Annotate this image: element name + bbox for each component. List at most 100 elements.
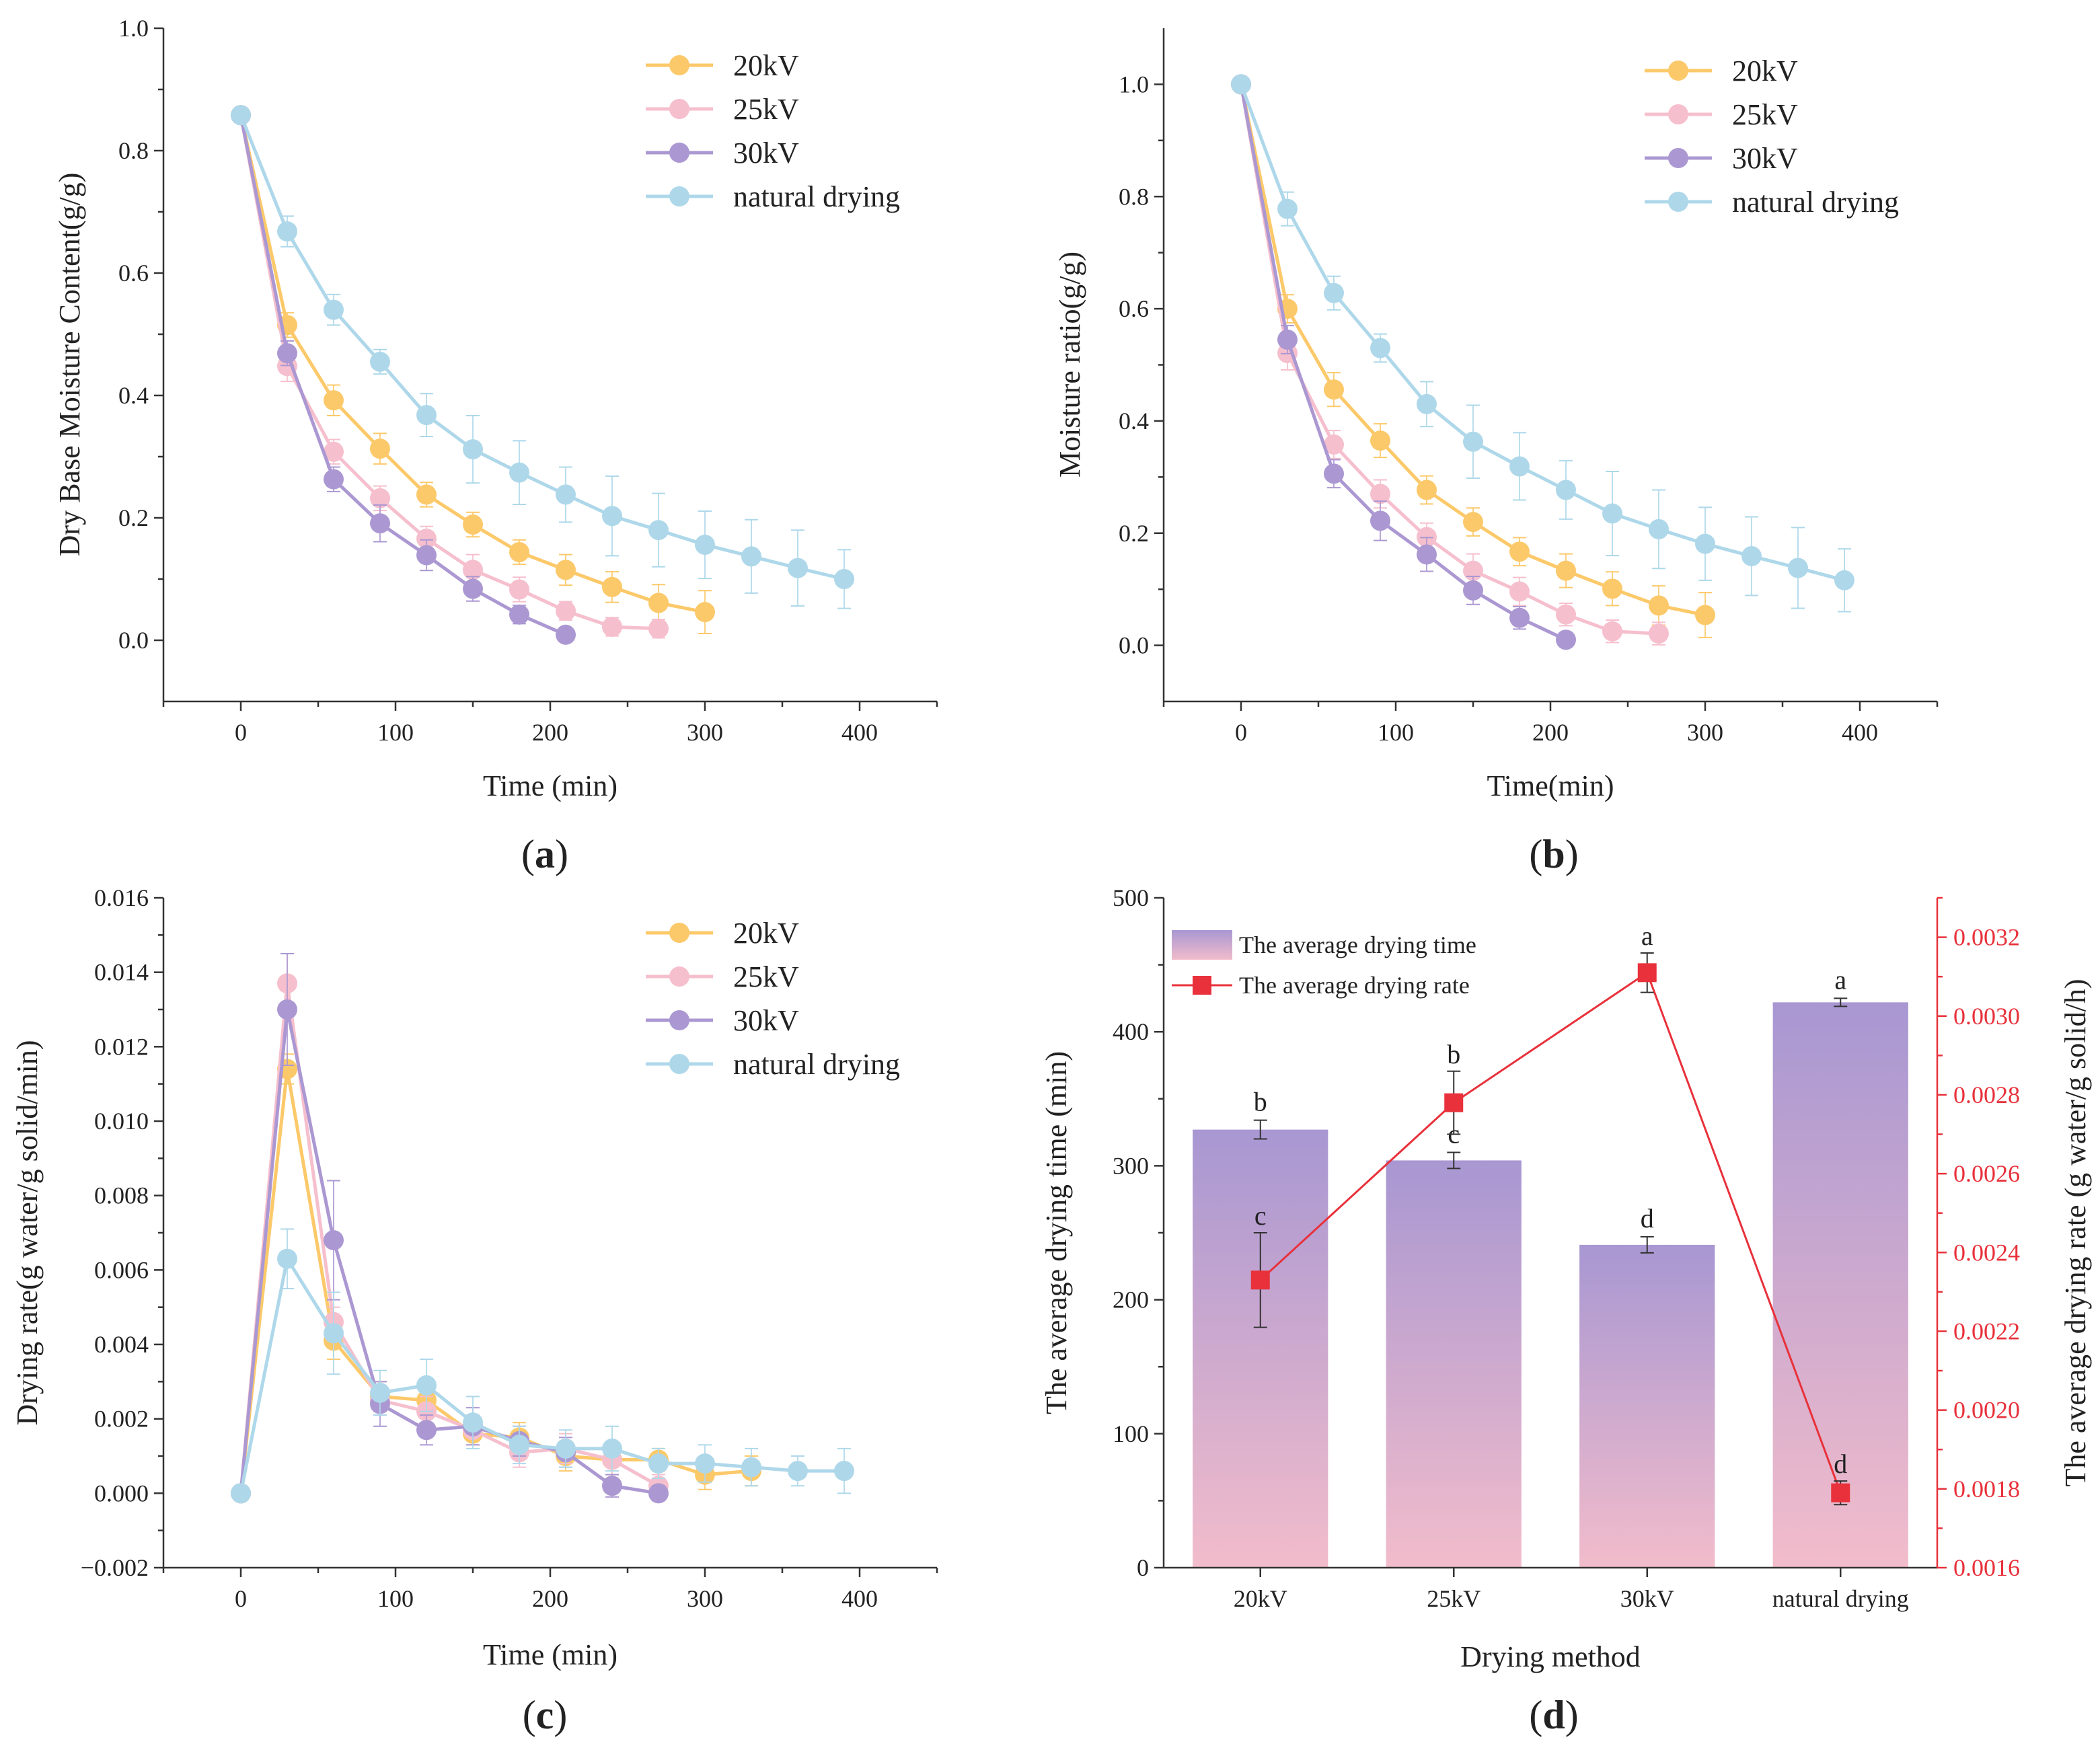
rate-significance-letter: b — [1447, 1039, 1460, 1069]
data-point — [1695, 533, 1715, 554]
legend: 20kV 25kV 30kV natural drying — [646, 49, 900, 213]
x-tick-label: 300 — [1687, 719, 1723, 746]
data-point — [277, 221, 297, 242]
data-point — [648, 1453, 669, 1474]
panel-label-c-letter: c — [536, 1693, 554, 1737]
legend: 20kV 25kV 30kV natural drying — [646, 917, 900, 1081]
series-line-25kv — [1239, 83, 1659, 636]
data-point — [463, 578, 483, 599]
data-point — [324, 299, 344, 320]
y-tick-label: 500 — [1113, 884, 1149, 911]
data-point — [1695, 605, 1715, 625]
data-point — [277, 1248, 297, 1269]
y-right-tick-label: 0.0028 — [1953, 1081, 2020, 1108]
series-30kv — [231, 105, 576, 645]
y-tick-label: 0.6 — [1119, 295, 1149, 322]
data-point — [1649, 595, 1669, 616]
data-point — [648, 1483, 669, 1504]
series-30kv — [1231, 74, 1576, 650]
data-point — [416, 484, 437, 505]
y-axis-title-right: The average drying rate (g water/g solid… — [2059, 979, 2092, 1486]
y-tick-label: −0.002 — [81, 1554, 149, 1581]
data-point — [416, 528, 437, 549]
y-tick-label: 1.0 — [1119, 71, 1149, 98]
x-tick-label: 100 — [377, 1585, 414, 1612]
y-tick-label: 0.006 — [94, 1256, 149, 1283]
legend-swatch-bar — [1172, 930, 1232, 960]
panel-label-c: (c) — [523, 1693, 568, 1737]
data-point — [1556, 629, 1576, 650]
legend-item-20kv: 20kV — [646, 49, 799, 82]
legend-item-25kv: 25kV — [646, 960, 799, 993]
y-tick-label: 400 — [1113, 1018, 1149, 1045]
data-point — [1556, 560, 1576, 581]
data-point — [324, 390, 344, 411]
legend-item-30kv: 30kV — [1645, 142, 1798, 175]
y-tick-label: 0.0 — [1119, 632, 1149, 659]
y-right-tick-label: 0.0018 — [1953, 1476, 2020, 1502]
panel-label-a-letter: a — [535, 832, 555, 876]
series-line-25kv — [239, 983, 660, 1494]
y-tick-label: 0.012 — [94, 1033, 149, 1060]
bar-series: b c d a — [1193, 964, 1908, 1568]
data-point — [324, 1230, 344, 1251]
panel-a-chart: 0 100 200 300 400 0.0 0.2 0.4 0.6 0.8 1.0 Time (min… — [53, 15, 938, 802]
y-tick-label: 0.6 — [118, 260, 149, 287]
rate-line — [1259, 971, 1842, 1494]
data-point — [1324, 282, 1344, 303]
legend-swatch-marker — [669, 186, 689, 206]
data-point — [1463, 580, 1483, 601]
legend-swatch-marker — [669, 55, 689, 75]
rate-marker — [1250, 1270, 1270, 1290]
data-point — [1509, 607, 1530, 628]
panel-c-chart: 0 100 200 300 400 −0.002 0.000 0.002 0.004 0.006 0… — [11, 884, 938, 1671]
series-natural-drying — [1231, 74, 1854, 613]
bar-significance-letter: d — [1641, 1203, 1654, 1233]
series-line-20kv — [239, 114, 706, 614]
y-right-tick-label: 0.0032 — [1953, 924, 2020, 951]
y-tick-label: 0.8 — [118, 137, 149, 164]
series-natural-drying — [231, 1228, 854, 1504]
legend-item-30kv: 30kV — [646, 1004, 799, 1037]
legend-label: 20kV — [1732, 54, 1798, 87]
bar-20kv — [1193, 1129, 1328, 1568]
data-point — [416, 545, 437, 566]
legend-swatch-marker — [669, 99, 689, 119]
data-point — [788, 558, 808, 578]
x-tick-label: 300 — [687, 1585, 723, 1612]
data-point — [324, 1323, 344, 1344]
series-20kv — [1231, 74, 1715, 638]
y-axis-title: Dry Base Moisture Content(g/g) — [53, 173, 86, 557]
data-point — [602, 576, 622, 597]
x-tick-label: 0 — [1235, 719, 1247, 746]
x-tick-label: 200 — [1532, 719, 1569, 746]
legend-swatch-marker — [669, 966, 689, 987]
data-point — [648, 520, 669, 541]
data-point — [463, 514, 483, 535]
panel-label-a: (a) — [521, 832, 568, 876]
bar-significance-letter: a — [1834, 964, 1846, 995]
data-point — [1370, 338, 1390, 358]
y-tick-label: 0.0 — [118, 627, 149, 654]
y-tick-label: 0.000 — [94, 1480, 149, 1506]
data-point — [556, 560, 576, 580]
data-point — [1324, 434, 1344, 455]
legend-label: 20kV — [733, 917, 799, 950]
x-tick-label: 400 — [841, 1585, 878, 1612]
x-tick-label: 400 — [1842, 719, 1878, 746]
data-point — [556, 484, 576, 505]
data-point — [324, 469, 344, 490]
data-point — [1417, 544, 1437, 565]
x-tick-label: 100 — [1378, 719, 1414, 746]
panel-d-chart: b c d ac b a d 0 100 200 300 400 500 0.0016 0.0018 0.00… — [1040, 884, 2092, 1673]
data-point — [463, 1412, 483, 1433]
y-right-tick-label: 0.0020 — [1953, 1397, 2020, 1424]
legend-item-natural-drying: natural drying — [646, 1048, 900, 1081]
data-point — [416, 1420, 437, 1441]
data-point — [1788, 558, 1808, 578]
legend-item-30kv: 30kV — [646, 137, 799, 169]
legend-item-25kv: 25kV — [646, 93, 799, 126]
data-point — [1231, 74, 1251, 95]
data-point — [1602, 621, 1622, 642]
